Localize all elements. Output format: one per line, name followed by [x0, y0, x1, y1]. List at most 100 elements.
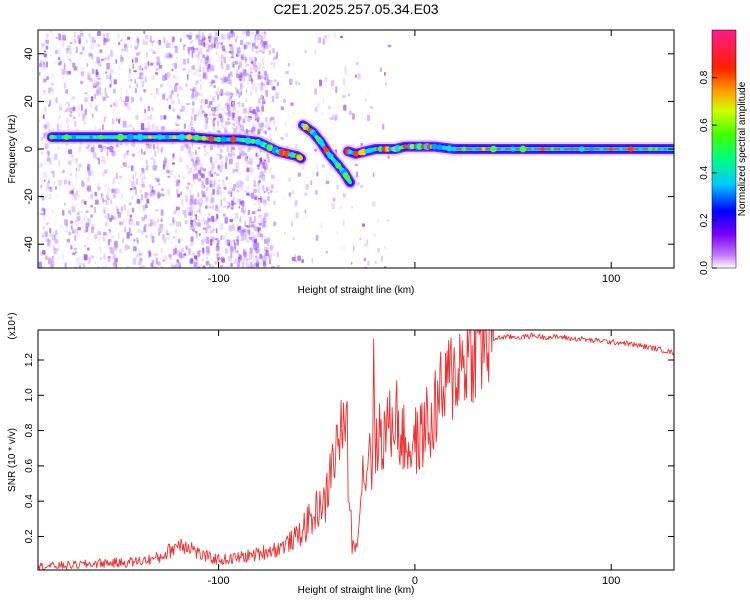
noise-speck — [93, 40, 97, 43]
noise-speck — [220, 89, 223, 97]
noise-speck — [174, 45, 178, 49]
noise-speck — [248, 76, 251, 80]
noise-speck — [97, 238, 101, 241]
noise-speck — [63, 203, 66, 206]
noise-speck — [199, 93, 203, 97]
noise-speck — [185, 186, 189, 190]
noise-speck — [236, 189, 240, 193]
noise-speck — [142, 39, 145, 45]
noise-speck — [185, 143, 189, 148]
noise-speck — [78, 210, 81, 215]
noise-speck — [248, 115, 252, 119]
noise-speck — [64, 229, 68, 233]
noise-speck — [215, 237, 218, 241]
noise-speck — [223, 210, 226, 213]
noise-speck — [207, 44, 210, 49]
noise-speck — [66, 224, 69, 228]
noise-speck — [191, 52, 194, 58]
noise-speck — [142, 168, 145, 174]
noise-speck — [219, 167, 223, 174]
noise-speck — [138, 260, 142, 266]
noise-speck — [225, 156, 228, 163]
noise-speck — [203, 153, 207, 156]
noise-speck — [226, 50, 228, 54]
noise-speck — [264, 163, 268, 170]
noise-speck — [209, 238, 213, 246]
noise-speck — [124, 101, 127, 106]
noise-speck — [153, 143, 155, 150]
noise-speck — [102, 145, 107, 150]
noise-speck — [258, 222, 262, 226]
noise-speck — [99, 92, 102, 96]
noise-speck — [91, 36, 95, 44]
noise-speck — [231, 146, 236, 151]
noise-speck — [164, 158, 167, 166]
noise-speck — [215, 228, 218, 234]
noise-speck — [226, 32, 230, 39]
noise-speck — [160, 248, 163, 253]
noise-speck — [197, 55, 200, 62]
noise-speck — [128, 78, 130, 84]
noise-speck — [231, 114, 235, 120]
noise-speck — [238, 92, 241, 98]
noise-speck — [199, 169, 202, 176]
noise-speck — [254, 46, 259, 49]
noise-speck — [86, 187, 89, 191]
noise-speck — [272, 86, 276, 91]
noise-speck — [114, 241, 118, 248]
noise-speck — [233, 260, 238, 265]
noise-speck — [215, 246, 218, 251]
noise-speck — [68, 231, 72, 236]
noise-speck — [165, 164, 169, 171]
noise-speck — [205, 261, 208, 267]
noise-speck — [257, 43, 260, 47]
noise-speck — [224, 77, 228, 83]
trace-blob — [451, 146, 457, 152]
noise-speck — [97, 31, 101, 36]
noise-speck — [199, 232, 201, 237]
noise-speck — [50, 170, 54, 174]
noise-speck — [237, 265, 240, 268]
trace-blob — [416, 143, 424, 150]
trace-blob — [481, 147, 486, 151]
noise-speck — [197, 171, 200, 174]
noise-speck — [169, 241, 173, 244]
noise-speck — [179, 220, 182, 227]
noise-speck — [107, 213, 110, 220]
noise-speck — [297, 172, 302, 177]
noise-speck — [240, 56, 244, 61]
noise-speck — [107, 222, 110, 227]
noise-speck — [235, 162, 239, 169]
noise-speck — [121, 48, 124, 52]
noise-speck — [150, 221, 154, 226]
noise-speck — [236, 167, 240, 174]
noise-speck — [195, 214, 198, 220]
noise-speck — [154, 253, 159, 256]
noise-speck — [256, 109, 260, 113]
noise-speck — [221, 258, 225, 264]
noise-speck — [260, 165, 263, 171]
noise-speck — [244, 55, 246, 59]
noise-speck — [258, 179, 261, 184]
noise-speck — [153, 223, 156, 226]
noise-speck — [206, 221, 209, 226]
noise-speck — [239, 71, 243, 78]
noise-speck — [42, 214, 46, 221]
noise-speck — [151, 41, 154, 47]
noise-speck — [246, 174, 249, 182]
trace-blob — [172, 135, 177, 140]
noise-speck — [105, 71, 108, 74]
noise-speck — [206, 187, 209, 192]
noise-speck — [167, 215, 170, 221]
noise-speck — [265, 117, 268, 123]
noise-speck — [234, 184, 237, 188]
noise-speck — [72, 107, 75, 111]
bottom-scale-note: (x10⁴) — [7, 312, 18, 339]
noise-speck — [223, 109, 226, 116]
noise-speck — [336, 231, 339, 234]
noise-speck — [70, 245, 73, 250]
noise-speck — [283, 197, 285, 201]
noise-speck — [208, 113, 212, 117]
noise-speck — [230, 56, 235, 59]
noise-speck — [204, 205, 208, 209]
